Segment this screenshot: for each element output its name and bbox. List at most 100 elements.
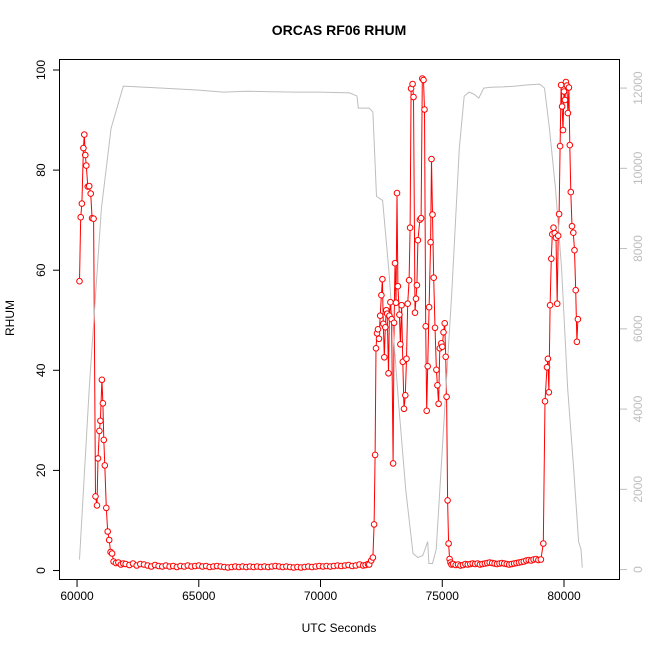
x-tick-label: 80000 <box>547 589 581 603</box>
rhum-point <box>394 282 402 290</box>
rhum-point <box>570 229 577 236</box>
rhum-point <box>565 84 573 91</box>
rhum-point <box>555 210 563 218</box>
y2-tick-label: 6000 <box>631 315 645 342</box>
rhum-point <box>80 144 87 152</box>
rhum-point <box>427 238 434 246</box>
rhum-point <box>385 370 392 377</box>
rhum-point <box>82 151 89 159</box>
rhum-point <box>548 255 555 263</box>
y2-tick-label: 0 <box>631 566 645 573</box>
rhum-point <box>412 295 420 303</box>
rhum-point <box>396 311 403 319</box>
rhum-point <box>378 291 385 299</box>
x-axis-label: UTC Seconds <box>302 621 377 635</box>
rhum-point <box>400 405 408 413</box>
rhum-point <box>103 504 110 512</box>
rhum-point <box>389 460 397 467</box>
rhum-point <box>105 536 113 544</box>
rhum-point <box>404 300 412 308</box>
rhum-point <box>392 299 400 307</box>
rhum-point <box>83 162 90 169</box>
rhum-point <box>93 502 101 509</box>
rhum-point <box>369 554 377 561</box>
rhum-point <box>100 436 108 444</box>
rhum-point <box>374 326 382 333</box>
rhum-point <box>413 281 421 289</box>
rhum-point <box>433 366 440 374</box>
rhum-point <box>92 493 99 500</box>
rhum-point <box>443 393 450 401</box>
y-tick-label: 40 <box>34 363 48 377</box>
rhum-point <box>417 214 425 222</box>
rhum-point <box>558 103 566 110</box>
rhum-point <box>424 363 432 370</box>
rhum-point <box>382 324 389 331</box>
rhum-point <box>104 528 111 535</box>
rhum-point <box>545 389 553 396</box>
rhum-point <box>441 320 449 327</box>
rhum-point <box>442 353 450 361</box>
rhum-point <box>410 93 417 101</box>
rhum-point <box>428 155 435 163</box>
rhum-point <box>560 88 568 95</box>
rhum-point <box>398 301 405 309</box>
rhum-point <box>108 550 116 557</box>
rhum-point <box>568 222 576 230</box>
rhum-point <box>381 354 388 361</box>
rhum-point <box>440 329 447 336</box>
rhum-point <box>372 345 380 352</box>
rhum-point <box>391 259 399 267</box>
y2-tick-label: 12000 <box>631 71 645 105</box>
y-tick-label: 60 <box>34 263 48 277</box>
rhum-point <box>537 556 545 563</box>
rhum-point <box>78 200 86 207</box>
rhum-point <box>425 303 433 311</box>
rhum-point <box>397 341 404 348</box>
rhum-point <box>393 189 401 197</box>
rhum-point <box>96 427 103 435</box>
x-tick-label: 65000 <box>182 589 216 603</box>
y-axis-label: RHUM <box>3 300 17 336</box>
rhum-point <box>370 521 378 528</box>
rhum-point <box>544 355 552 363</box>
rhum-point <box>85 182 93 190</box>
rhum-point <box>564 109 572 117</box>
rhum-point <box>567 188 575 196</box>
rhum-point <box>421 106 428 113</box>
rhum-point <box>439 343 446 351</box>
rhum-point <box>101 462 109 469</box>
chart-title: ORCAS RF06 RHUM <box>272 22 407 38</box>
y-axis-right: 0 2000 4000 6000 8000 10000 12000 <box>620 71 645 573</box>
rhum-point <box>430 274 438 282</box>
rhum-point <box>556 142 564 150</box>
rhum-point <box>571 246 578 254</box>
rhum-point <box>94 455 102 462</box>
rhum-point <box>423 407 431 415</box>
rhum-point <box>371 451 379 459</box>
rhum-point <box>403 355 410 363</box>
rhum-point <box>402 392 409 399</box>
rhum-point <box>375 335 383 343</box>
rhum-point <box>546 301 554 309</box>
rhum-point <box>431 324 439 332</box>
rhum-point <box>81 131 88 138</box>
rhum-point <box>87 190 94 197</box>
rhum-point <box>76 277 83 285</box>
rhum-point <box>540 540 547 547</box>
y2-tick-label: 8000 <box>631 235 645 262</box>
rhum-point <box>572 286 580 294</box>
rhum-point <box>387 298 394 306</box>
rhum-point <box>554 232 562 239</box>
x-tick-label: 60000 <box>60 589 94 603</box>
rhum-point <box>543 364 551 371</box>
y2-tick-label: 10000 <box>631 151 645 185</box>
y-tick-label: 100 <box>34 60 48 80</box>
rhum-point <box>574 315 582 323</box>
plot-markers <box>76 75 582 571</box>
x-axis: 60000 65000 70000 75000 80000 <box>60 580 581 603</box>
x-tick-label: 70000 <box>304 589 338 603</box>
rhum-point <box>406 224 414 231</box>
y2-tick-label: 4000 <box>631 395 645 422</box>
